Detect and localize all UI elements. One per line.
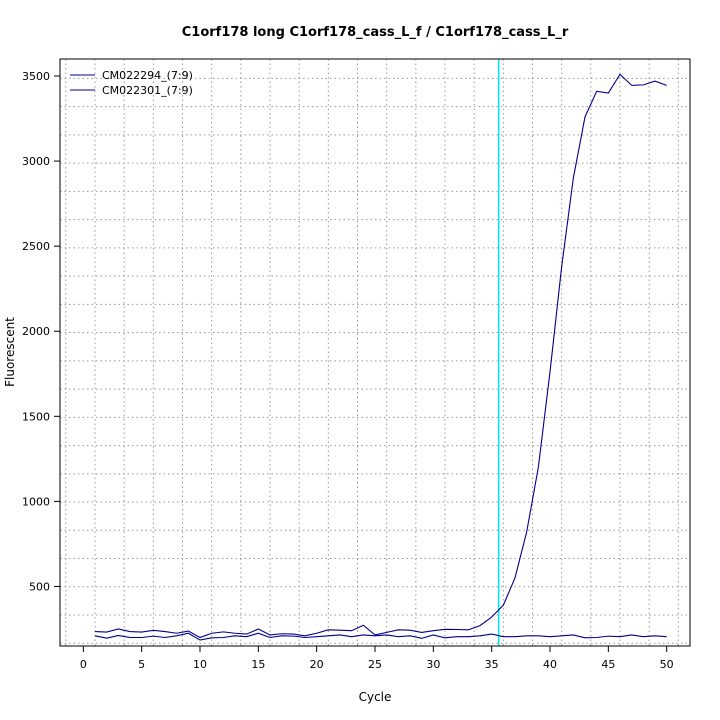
- plot-frame: [59, 58, 691, 647]
- x-tick-label: 0: [80, 658, 87, 671]
- y-tick-label: 3500: [22, 70, 50, 83]
- x-tick-label: 50: [660, 658, 674, 671]
- y-tick-label: 2500: [22, 240, 50, 253]
- legend: CM022294_(7:9) CM022301_(7:9): [70, 69, 193, 97]
- x-tick-label: 30: [426, 658, 440, 671]
- series-line: [94, 632, 667, 641]
- y-axis-label: Fluorescent: [3, 317, 17, 387]
- x-tick-label: 5: [138, 658, 145, 671]
- x-tick-label: 10: [193, 658, 207, 671]
- x-axis: 0 5 10 15 20 25 30 35 40 45 50: [80, 646, 674, 671]
- x-axis-label: Cycle: [359, 690, 392, 704]
- y-tick-label: 500: [29, 580, 50, 593]
- y-tick-label: 2000: [22, 325, 50, 338]
- series-group: [94, 73, 667, 641]
- legend-label: CM022301_(7:9): [102, 84, 193, 97]
- x-tick-label: 20: [310, 658, 324, 671]
- x-tick-label: 25: [368, 658, 382, 671]
- y-tick-label: 3000: [22, 155, 50, 168]
- chart-title: C1orf178 long C1orf178_cass_L_f / C1orf1…: [182, 25, 569, 40]
- x-tick-label: 15: [251, 658, 265, 671]
- y-tick-label: 1000: [22, 495, 50, 508]
- grid: [60, 59, 690, 646]
- x-tick-label: 40: [543, 658, 557, 671]
- x-tick-label: 45: [601, 658, 615, 671]
- legend-label: CM022294_(7:9): [102, 69, 193, 82]
- y-tick-label: 1500: [22, 410, 50, 423]
- series-line: [94, 73, 667, 639]
- y-axis: 500 1000 1500 2000 2500 3000 3500: [22, 70, 60, 593]
- x-tick-label: 35: [485, 658, 499, 671]
